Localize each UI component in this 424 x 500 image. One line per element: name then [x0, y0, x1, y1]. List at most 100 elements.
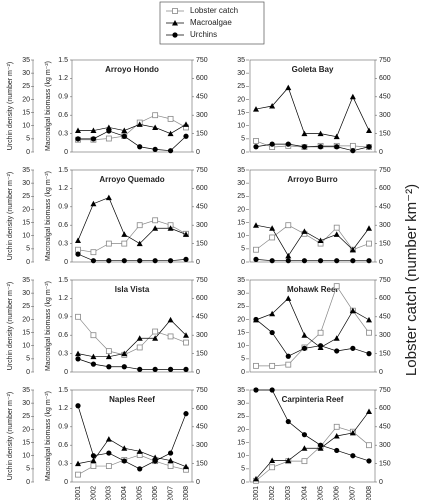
data-point [105, 463, 112, 469]
data-point [75, 251, 81, 257]
y3-tick-label: 600 [379, 405, 391, 412]
data-point [253, 138, 259, 144]
y-tick-label: 20 [22, 96, 30, 103]
data-point [183, 339, 189, 346]
data-point [253, 362, 259, 369]
data-point [75, 136, 81, 142]
data-point [333, 283, 340, 290]
y3-tick-label: 750 [196, 57, 208, 64]
data-point [366, 258, 372, 264]
x-tick-label: 2008 [366, 486, 373, 500]
y-tick-label: 30 [22, 70, 30, 77]
y3-tick-label: 300 [379, 222, 391, 229]
data-point [301, 458, 308, 465]
y-tick-label: 30 [237, 400, 245, 407]
panel-title: Arroyo Burro [287, 175, 337, 184]
x-tick-label: 2004 [301, 486, 308, 500]
y-tick-label: 5 [26, 246, 30, 253]
y-tick-label: 0 [241, 149, 245, 156]
y-tick-label: 25 [237, 413, 245, 420]
series-line [255, 86, 370, 138]
data-point [366, 351, 372, 357]
y-tick-label: 25 [22, 193, 30, 200]
y-tick-label: 35 [22, 57, 30, 64]
y2-tick-label: 0.3 [58, 130, 68, 137]
x-tick-label: 2003 [106, 486, 113, 500]
y3-tick-label: 750 [379, 277, 391, 284]
y-tick-label: 0 [241, 479, 245, 486]
data-point [152, 335, 159, 341]
y-tick-label: 30 [22, 180, 30, 187]
y2-tick-label: 0.3 [58, 240, 68, 247]
y-tick-label: 35 [22, 387, 30, 394]
data-point [106, 128, 112, 134]
x-tick-label: 2002 [90, 486, 97, 500]
x-tick-label: 2006 [152, 486, 159, 500]
data-point [317, 144, 324, 150]
x-tick-label: 2008 [183, 486, 190, 500]
y3-tick-label: 600 [196, 295, 208, 302]
data-point [349, 307, 356, 314]
y-tick-label: 0 [26, 369, 30, 376]
data-point [152, 328, 159, 335]
data-point [136, 335, 143, 341]
data-point [121, 231, 128, 237]
legend-label: Urchins [190, 30, 217, 39]
data-point [152, 454, 159, 460]
data-point [269, 362, 276, 369]
y3-tick-label: 600 [196, 405, 208, 412]
data-point [136, 448, 143, 454]
y3-tick-label: 150 [196, 350, 208, 357]
series-line [255, 143, 370, 152]
y3-tick-label: 300 [379, 112, 391, 119]
data-point [269, 387, 275, 393]
y-tick-label: 30 [237, 290, 245, 297]
data-point [285, 222, 292, 229]
data-point [285, 141, 291, 147]
data-point [333, 224, 340, 231]
y-tick-label: 5 [241, 136, 245, 143]
y-tick-label: 5 [241, 246, 245, 253]
data-point [253, 475, 259, 482]
y-tick-label: 20 [237, 426, 245, 433]
data-point [167, 333, 174, 340]
data-point [137, 366, 143, 372]
data-point [105, 194, 112, 201]
y-tick-label: 15 [22, 329, 30, 336]
data-point [90, 463, 97, 469]
data-point [183, 332, 189, 338]
panel-title: Naples Reef [109, 395, 155, 404]
plot-frame [71, 279, 193, 373]
data-point [349, 246, 356, 253]
x-tick-label: 2005 [317, 486, 324, 500]
data-point [183, 411, 189, 417]
y3-tick-label: 0 [379, 479, 383, 486]
data-point [301, 332, 308, 338]
y3-tick-label: 300 [196, 442, 208, 449]
y2-axis-title: Macroalgal biomass (kg m⁻²) [45, 391, 52, 481]
data-point [269, 464, 276, 471]
plot-frame [249, 279, 376, 373]
data-point [317, 258, 324, 264]
x-tick-label: 2004 [121, 486, 128, 500]
y3-tick-label: 450 [379, 204, 391, 211]
plot-frame [249, 389, 376, 483]
data-point [121, 133, 127, 139]
y-tick-label: 25 [237, 193, 245, 200]
series-line [77, 438, 187, 467]
y3-tick-label: 750 [379, 167, 391, 174]
y2-tick-label: 0 [64, 479, 68, 486]
y2-tick-label: 0.3 [58, 460, 68, 467]
data-point [90, 249, 97, 256]
data-point [90, 361, 97, 367]
data-point [121, 445, 128, 451]
y-tick-label: 5 [241, 466, 245, 473]
data-point [75, 313, 81, 320]
series-line [255, 319, 370, 357]
data-point [90, 200, 97, 207]
data-point [253, 222, 259, 228]
data-point [317, 445, 324, 451]
y-tick-label: 20 [237, 316, 245, 323]
data-point [350, 148, 356, 154]
data-point [152, 225, 159, 231]
